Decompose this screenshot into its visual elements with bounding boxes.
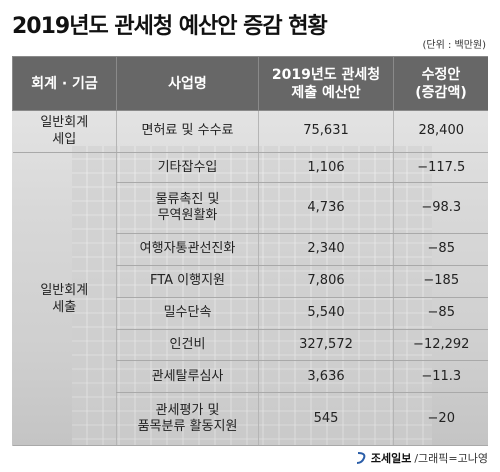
table-row: 관세탈루심사 3,636 −11.3 (13, 360, 488, 394)
project-name-line1: 여행자통관선진화 (139, 241, 236, 257)
table-row: 밀수단속 5,540 −85 (13, 297, 488, 330)
group-expense: 일반회계 세출 (12, 152, 117, 446)
project-name-line1: 기타잡수입 (157, 159, 218, 175)
table-header-row: 회계 · 기금 사업명 2019년도 관세청 제출 예산안 수정안 (증감액) (12, 56, 488, 111)
brand-logo-icon (356, 452, 366, 464)
change-value: −85 (393, 233, 488, 266)
budget-value: 545 (258, 392, 394, 446)
budget-table: 회계 · 기금 사업명 2019년도 관세청 제출 예산안 수정안 (증감액) … (12, 56, 488, 446)
project-name: 물류촉진 및 무역원활화 (116, 182, 259, 234)
group-expense-line1: 일반회계 (40, 282, 89, 298)
project-name-line1: 인건비 (169, 336, 206, 352)
project-name: 관세평가 및 품목분류 활동지원 (116, 392, 259, 446)
change-value: −85 (393, 297, 488, 330)
budget-value: 75,631 (258, 110, 394, 153)
budget-value: 1,106 (258, 152, 394, 184)
project-name-line2: 무역원활화 (157, 208, 218, 224)
table-row: FTA 이행지원 7,806 −185 (13, 265, 488, 298)
change-value: −20 (393, 392, 488, 446)
budget-value: 7,806 (258, 265, 394, 298)
project-name: 인건비 (116, 329, 259, 362)
brand-name: 조세일보 (370, 452, 412, 465)
change-value: −117.5 (393, 152, 488, 184)
project-name-line1: FTA 이행지원 (149, 273, 226, 289)
header-change: 수정안 (증감액) (393, 56, 488, 111)
table-row: 물류촉진 및 무역원활화 4,736 −98.3 (13, 182, 488, 234)
group-revenue: 일반회계 세입 (12, 110, 117, 153)
project-name-line1: 물류촉진 및 (155, 192, 220, 208)
change-value: −12,292 (393, 329, 488, 362)
header-project: 사업명 (116, 56, 259, 111)
change-value: 28,400 (393, 110, 488, 153)
project-name: 밀수단속 (116, 297, 259, 330)
table-row: 인건비 327,572 −12,292 (13, 329, 488, 362)
page-title: 2019년도 관세청 예산안 증감 현황 (12, 14, 328, 39)
group-revenue-line2: 세입 (52, 132, 77, 148)
unit-label: (단위 : 백만원) (422, 40, 486, 51)
change-value: −185 (393, 265, 488, 298)
table-row: 여행자통관선진화 2,340 −85 (13, 233, 488, 266)
header-change-line1: 수정안 (421, 66, 461, 83)
header-budget-line1: 2019년도 관세청 (271, 66, 381, 83)
group-revenue-line1: 일반회계 (40, 115, 89, 131)
project-name-line1: 관세탈루심사 (151, 368, 224, 384)
budget-value: 2,340 (258, 233, 394, 266)
project-name: 여행자통관선진화 (116, 233, 259, 266)
table-row: 일반회계 세입 면허료 및 수수료 75,631 28,400 (12, 110, 488, 153)
header-change-line2: (증감액) (415, 84, 467, 101)
project-name: 기타잡수입 (116, 152, 259, 184)
project-name: 면허료 및 수수료 (116, 110, 259, 153)
project-name-line1: 관세평가 및 (155, 403, 220, 419)
table-row: 관세평가 및 품목분류 활동지원 545 −20 (13, 392, 488, 446)
budget-value: 4,736 (258, 182, 394, 234)
budget-value: 5,540 (258, 297, 394, 330)
header-category: 회계 · 기금 (12, 56, 117, 111)
header-budget: 2019년도 관세청 제출 예산안 (258, 56, 394, 111)
budget-value: 327,572 (258, 329, 394, 362)
change-value: −98.3 (393, 182, 488, 234)
project-name: 관세탈루심사 (116, 360, 259, 394)
project-name-line1: 면허료 및 수수료 (141, 123, 234, 139)
group-expense-line2: 세출 (52, 299, 77, 315)
table-row: 일반회계 세출 기타잡수입 1,106 −117.5 (12, 152, 488, 446)
table-panel: 회계 · 기금 사업명 2019년도 관세청 제출 예산안 수정안 (증감액) … (12, 56, 488, 446)
budget-value: 3,636 (258, 360, 394, 394)
change-value: −11.3 (393, 360, 488, 394)
project-name: FTA 이행지원 (116, 265, 259, 298)
graphic-credit: /그래픽=고나영 (414, 452, 488, 465)
project-name-line1: 밀수단속 (163, 305, 212, 321)
footer-credit: 조세일보 /그래픽=고나영 (356, 450, 488, 466)
header-budget-line2: 제출 예산안 (291, 84, 361, 101)
project-name-line2: 품목분류 활동지원 (137, 419, 238, 435)
